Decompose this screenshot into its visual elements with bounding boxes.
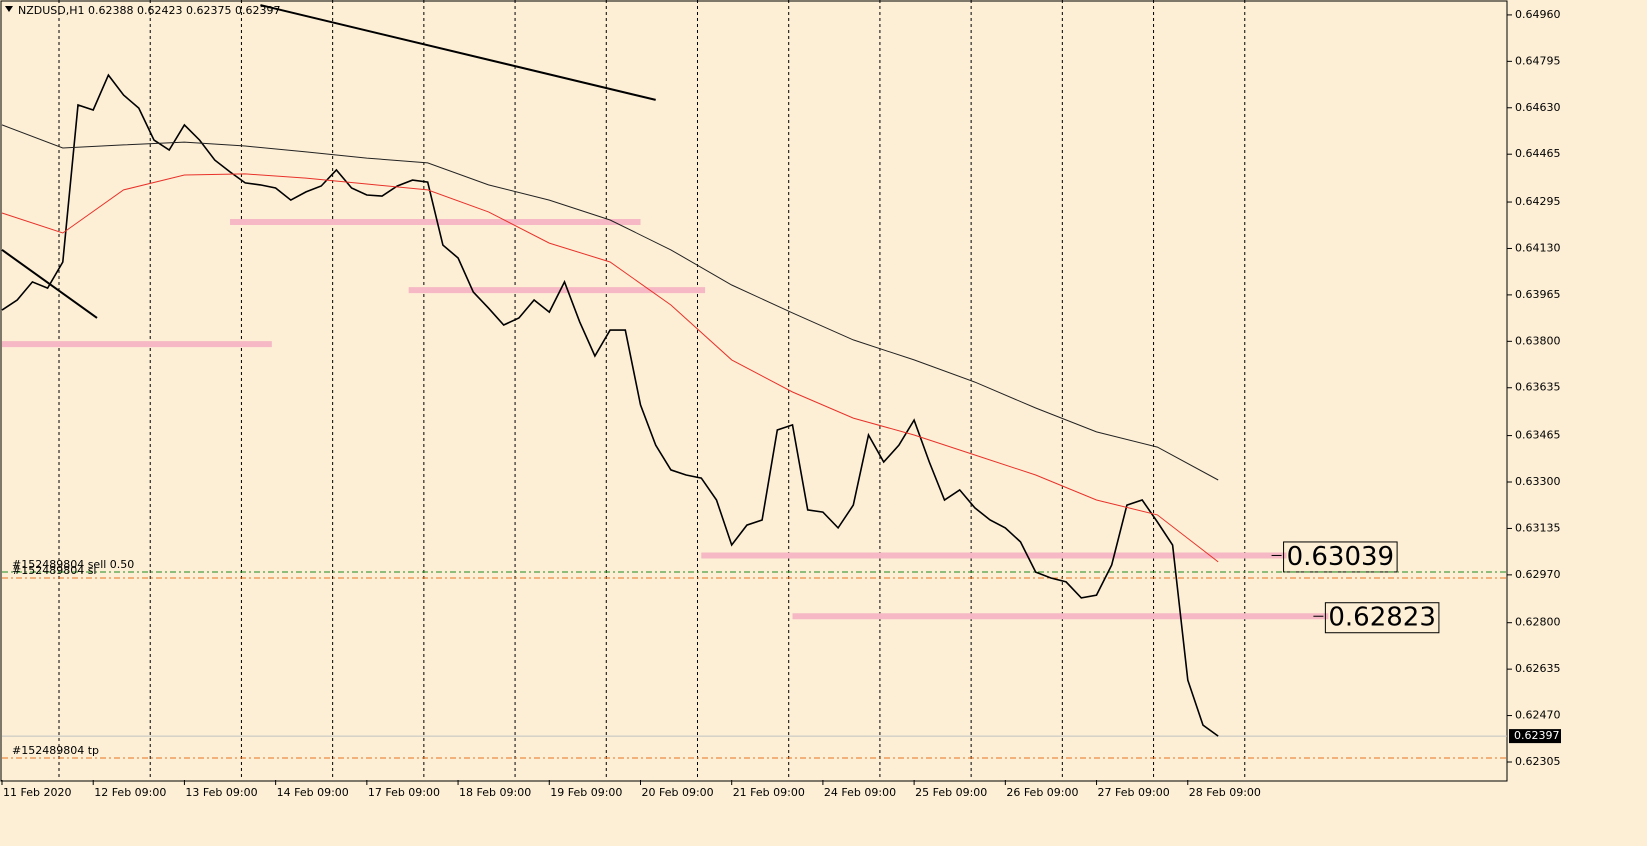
x-tick-label: 18 Feb 09:00 (459, 786, 531, 799)
x-tick-label: 26 Feb 09:00 (1006, 786, 1078, 799)
current-price-label: 0.62397 (1514, 729, 1560, 742)
y-tick-label: 0.62470 (1515, 709, 1561, 722)
grid: 11 Feb 2020 12 Feb 09:00 13 Feb 09:00 14 Fe… (1, 0, 1561, 799)
level-label-box (1324, 602, 1440, 634)
y-tick-label: 0.62635 (1515, 662, 1561, 675)
x-tick-label: 12 Feb 09:00 (94, 786, 166, 799)
y-tick-label: 0.63965 (1515, 288, 1561, 301)
current-price-tag (1509, 729, 1561, 744)
x-tick-label: 17 Feb 09:00 (368, 786, 440, 799)
x-tick-label: 20 Feb 09:00 (641, 786, 713, 799)
y-tick-label: 0.64960 (1515, 8, 1561, 21)
x-tick-label: 14 Feb 09:00 (277, 786, 349, 799)
price-line (1, 124, 1219, 481)
y-tick-label: 0.62800 (1515, 616, 1561, 629)
trendline (260, 4, 656, 101)
order-label: #152489804 tp (12, 744, 99, 757)
y-tick-label: 0.63800 (1515, 334, 1561, 347)
order-label: #152489804 sl (12, 564, 97, 577)
y-tick-label: 0.63635 (1515, 381, 1561, 394)
price-line (1, 173, 1219, 563)
x-tick-label: 27 Feb 09:00 (1098, 786, 1170, 799)
price-line (1, 73, 1219, 737)
level-label: 0.63039 (1287, 542, 1395, 572)
y-tick-label: 0.62970 (1515, 568, 1561, 581)
y-tick-label: 0.64795 (1515, 54, 1561, 67)
y-tick-label: 0.64130 (1515, 241, 1561, 254)
y-tick-label: 0.63465 (1515, 429, 1561, 442)
x-tick-label: 13 Feb 09:00 (185, 786, 257, 799)
y-tick-label: 0.63135 (1515, 521, 1561, 534)
x-tick-label: 25 Feb 09:00 (915, 786, 987, 799)
y-tick-label: 0.64465 (1515, 147, 1561, 160)
level-label-box (1283, 541, 1398, 573)
y-tick-label: 0.62305 (1515, 755, 1561, 768)
y-tick-label: 0.64295 (1515, 195, 1561, 208)
x-tick-label: 19 Feb 09:00 (550, 786, 622, 799)
level-label: 0.62823 (1328, 603, 1436, 633)
order-label: #152489804 sell 0.50 (12, 558, 134, 571)
collapse-icon[interactable] (5, 6, 13, 12)
x-tick-label: 24 Feb 09:00 (824, 786, 896, 799)
plot-frame (0, 0, 1508, 782)
y-tick-label: 0.63300 (1515, 475, 1561, 488)
y-tick-label: 0.64630 (1515, 101, 1561, 114)
chart-title: NZDUSD,H1 0.62388 0.62423 0.62375 0.6239… (18, 4, 280, 17)
x-tick-label: 28 Feb 09:00 (1189, 786, 1261, 799)
x-tick-label: 21 Feb 09:00 (733, 786, 805, 799)
x-tick-label: 11 Feb 2020 (3, 786, 71, 799)
